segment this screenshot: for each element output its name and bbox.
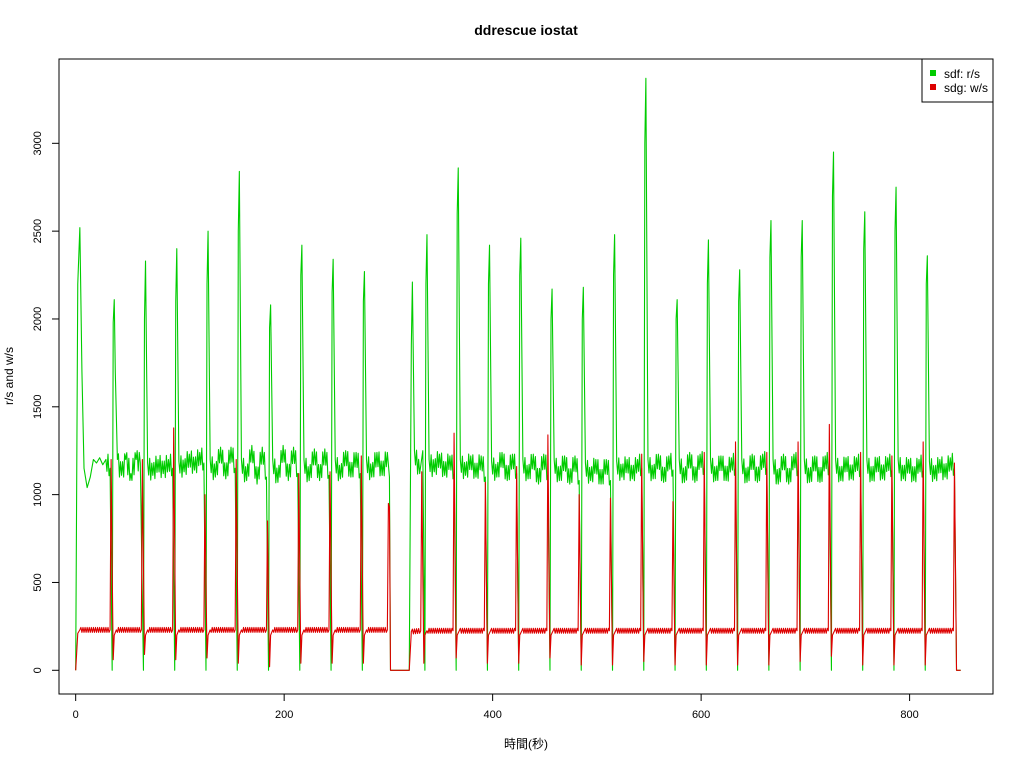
y-tick-label: 3000	[32, 131, 44, 155]
y-tick-label: 1500	[32, 395, 44, 419]
x-axis: 0 200 400 600 800	[73, 693, 919, 721]
y-tick-label: 0	[32, 667, 44, 673]
legend-label-sdf: sdf: r/s	[944, 67, 980, 81]
legend-swatch-sdg	[930, 84, 936, 90]
x-tick-label: 400	[483, 709, 501, 721]
y-tick-label: 500	[32, 573, 44, 591]
plot-frame	[58, 58, 994, 695]
series-line-sdf-rs	[75, 77, 961, 671]
x-tick-label: 200	[275, 709, 293, 721]
y-axis: 0 500 1000 1500 2000 2500 3000	[32, 131, 60, 673]
legend-label-sdg: sdg: w/s	[944, 81, 988, 95]
y-tick-label: 2500	[32, 219, 44, 243]
y-tick-label: 2000	[32, 307, 44, 331]
series-layer	[75, 77, 961, 671]
y-axis-label: r/s and w/s	[2, 347, 16, 405]
legend: sdf: r/s sdg: w/s	[921, 58, 994, 103]
x-tick-label: 600	[692, 709, 710, 721]
y-tick-label: 1000	[32, 482, 44, 506]
x-tick-label: 800	[900, 709, 918, 721]
series-line-sdg-ws	[75, 423, 961, 671]
x-axis-label: 時間(秒)	[504, 737, 548, 751]
legend-swatch-sdf	[930, 70, 936, 76]
x-tick-label: 0	[73, 709, 79, 721]
legend-box	[921, 58, 994, 103]
chart-title: ddrescue iostat	[474, 22, 578, 38]
